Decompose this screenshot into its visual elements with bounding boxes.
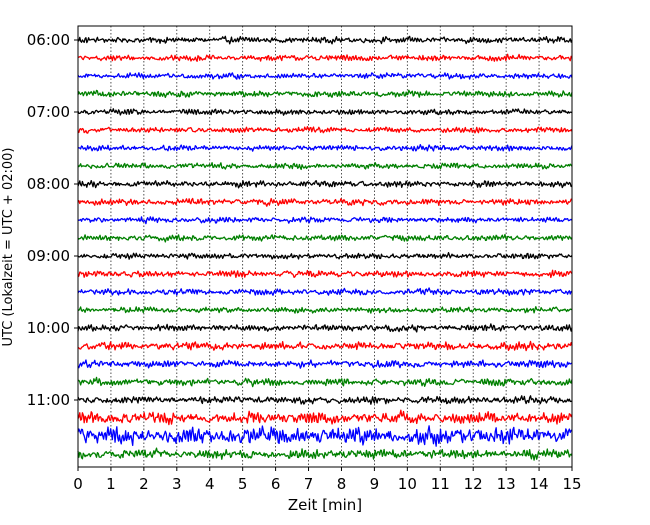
trace-line — [77, 53, 573, 62]
x-axis-ticks: 0 1 2 3 4 5 6 7 8 9 10 11 12 13 14 15 — [73, 467, 582, 493]
trace-line — [77, 359, 573, 369]
y-tick-label: 10:00 — [27, 319, 70, 337]
trace-line — [77, 197, 573, 207]
x-tick-label: 3 — [172, 475, 182, 493]
y-tick-label: 11:00 — [27, 391, 70, 409]
trace-line — [77, 409, 573, 426]
trace-line — [77, 376, 573, 388]
y-axis-ticks: 06:00 07:00 08:00 09:00 10:00 11:00 — [27, 31, 78, 409]
y-tick-label: 08:00 — [27, 175, 70, 193]
x-axis-label: Zeit [min] — [288, 496, 362, 514]
x-tick-label: 2 — [139, 475, 149, 493]
trace-line — [77, 340, 573, 352]
trace-line — [77, 447, 573, 461]
trace-line — [77, 425, 573, 447]
y-axis-label: UTC (Lokalzeit = UTC + 02:00) — [1, 148, 16, 347]
x-tick-label: 10 — [398, 475, 417, 493]
trace-line — [77, 89, 573, 99]
trace-line — [77, 233, 573, 243]
x-tick-label: 5 — [238, 475, 248, 493]
trace-line — [77, 251, 573, 260]
trace-line — [77, 216, 573, 225]
x-tick-label: 9 — [370, 475, 380, 493]
x-tick-label: 6 — [271, 475, 281, 493]
trace-line — [77, 72, 573, 80]
trace-line — [77, 143, 573, 152]
x-tick-label: 1 — [106, 475, 116, 493]
plot-frame — [77, 25, 573, 468]
trace-line — [77, 287, 573, 296]
trace-line — [77, 323, 573, 333]
x-tick-label: 14 — [530, 475, 549, 493]
trace-line — [77, 126, 573, 134]
trace-line — [77, 306, 573, 314]
y-tick-label: 07:00 — [27, 103, 70, 121]
x-tick-label: 12 — [464, 475, 483, 493]
x-tick-label: 7 — [304, 475, 314, 493]
x-tick-label: 15 — [562, 475, 581, 493]
grid-lines — [110, 26, 540, 467]
y-tick-label: 09:00 — [27, 247, 70, 265]
trace-line — [77, 395, 573, 405]
x-tick-label: 11 — [431, 475, 450, 493]
x-tick-label: 4 — [205, 475, 215, 493]
trace-line — [77, 179, 573, 189]
trace-line — [77, 162, 573, 171]
trace-line — [77, 35, 573, 45]
traces — [77, 35, 573, 461]
trace-line — [77, 269, 573, 279]
x-tick-label: 13 — [497, 475, 516, 493]
x-tick-label: 8 — [337, 475, 347, 493]
y-tick-label: 06:00 — [27, 31, 70, 49]
trace-line — [77, 108, 573, 116]
x-tick-label: 0 — [73, 475, 83, 493]
